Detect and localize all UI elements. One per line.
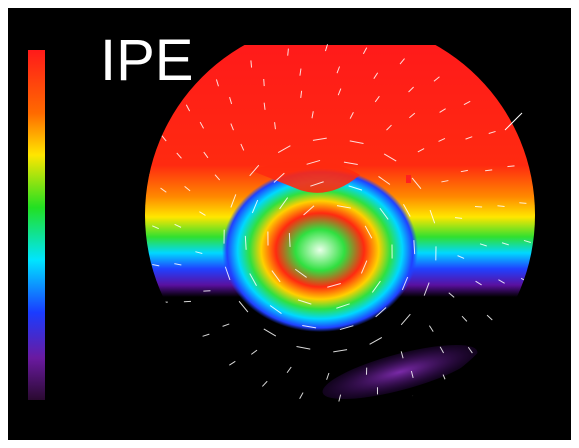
flow-arrow (251, 60, 252, 67)
marker (406, 175, 411, 183)
flow-arrow (497, 206, 504, 207)
title: IPE (100, 28, 194, 93)
colorbar (28, 50, 45, 400)
flow-arrow (507, 166, 514, 167)
page: IPE (() => { const data = JSON.parse(doc… (0, 0, 579, 448)
visualization: IPE (0, 0, 579, 448)
flow-arrow (289, 233, 290, 247)
flow-arrow (264, 79, 265, 86)
